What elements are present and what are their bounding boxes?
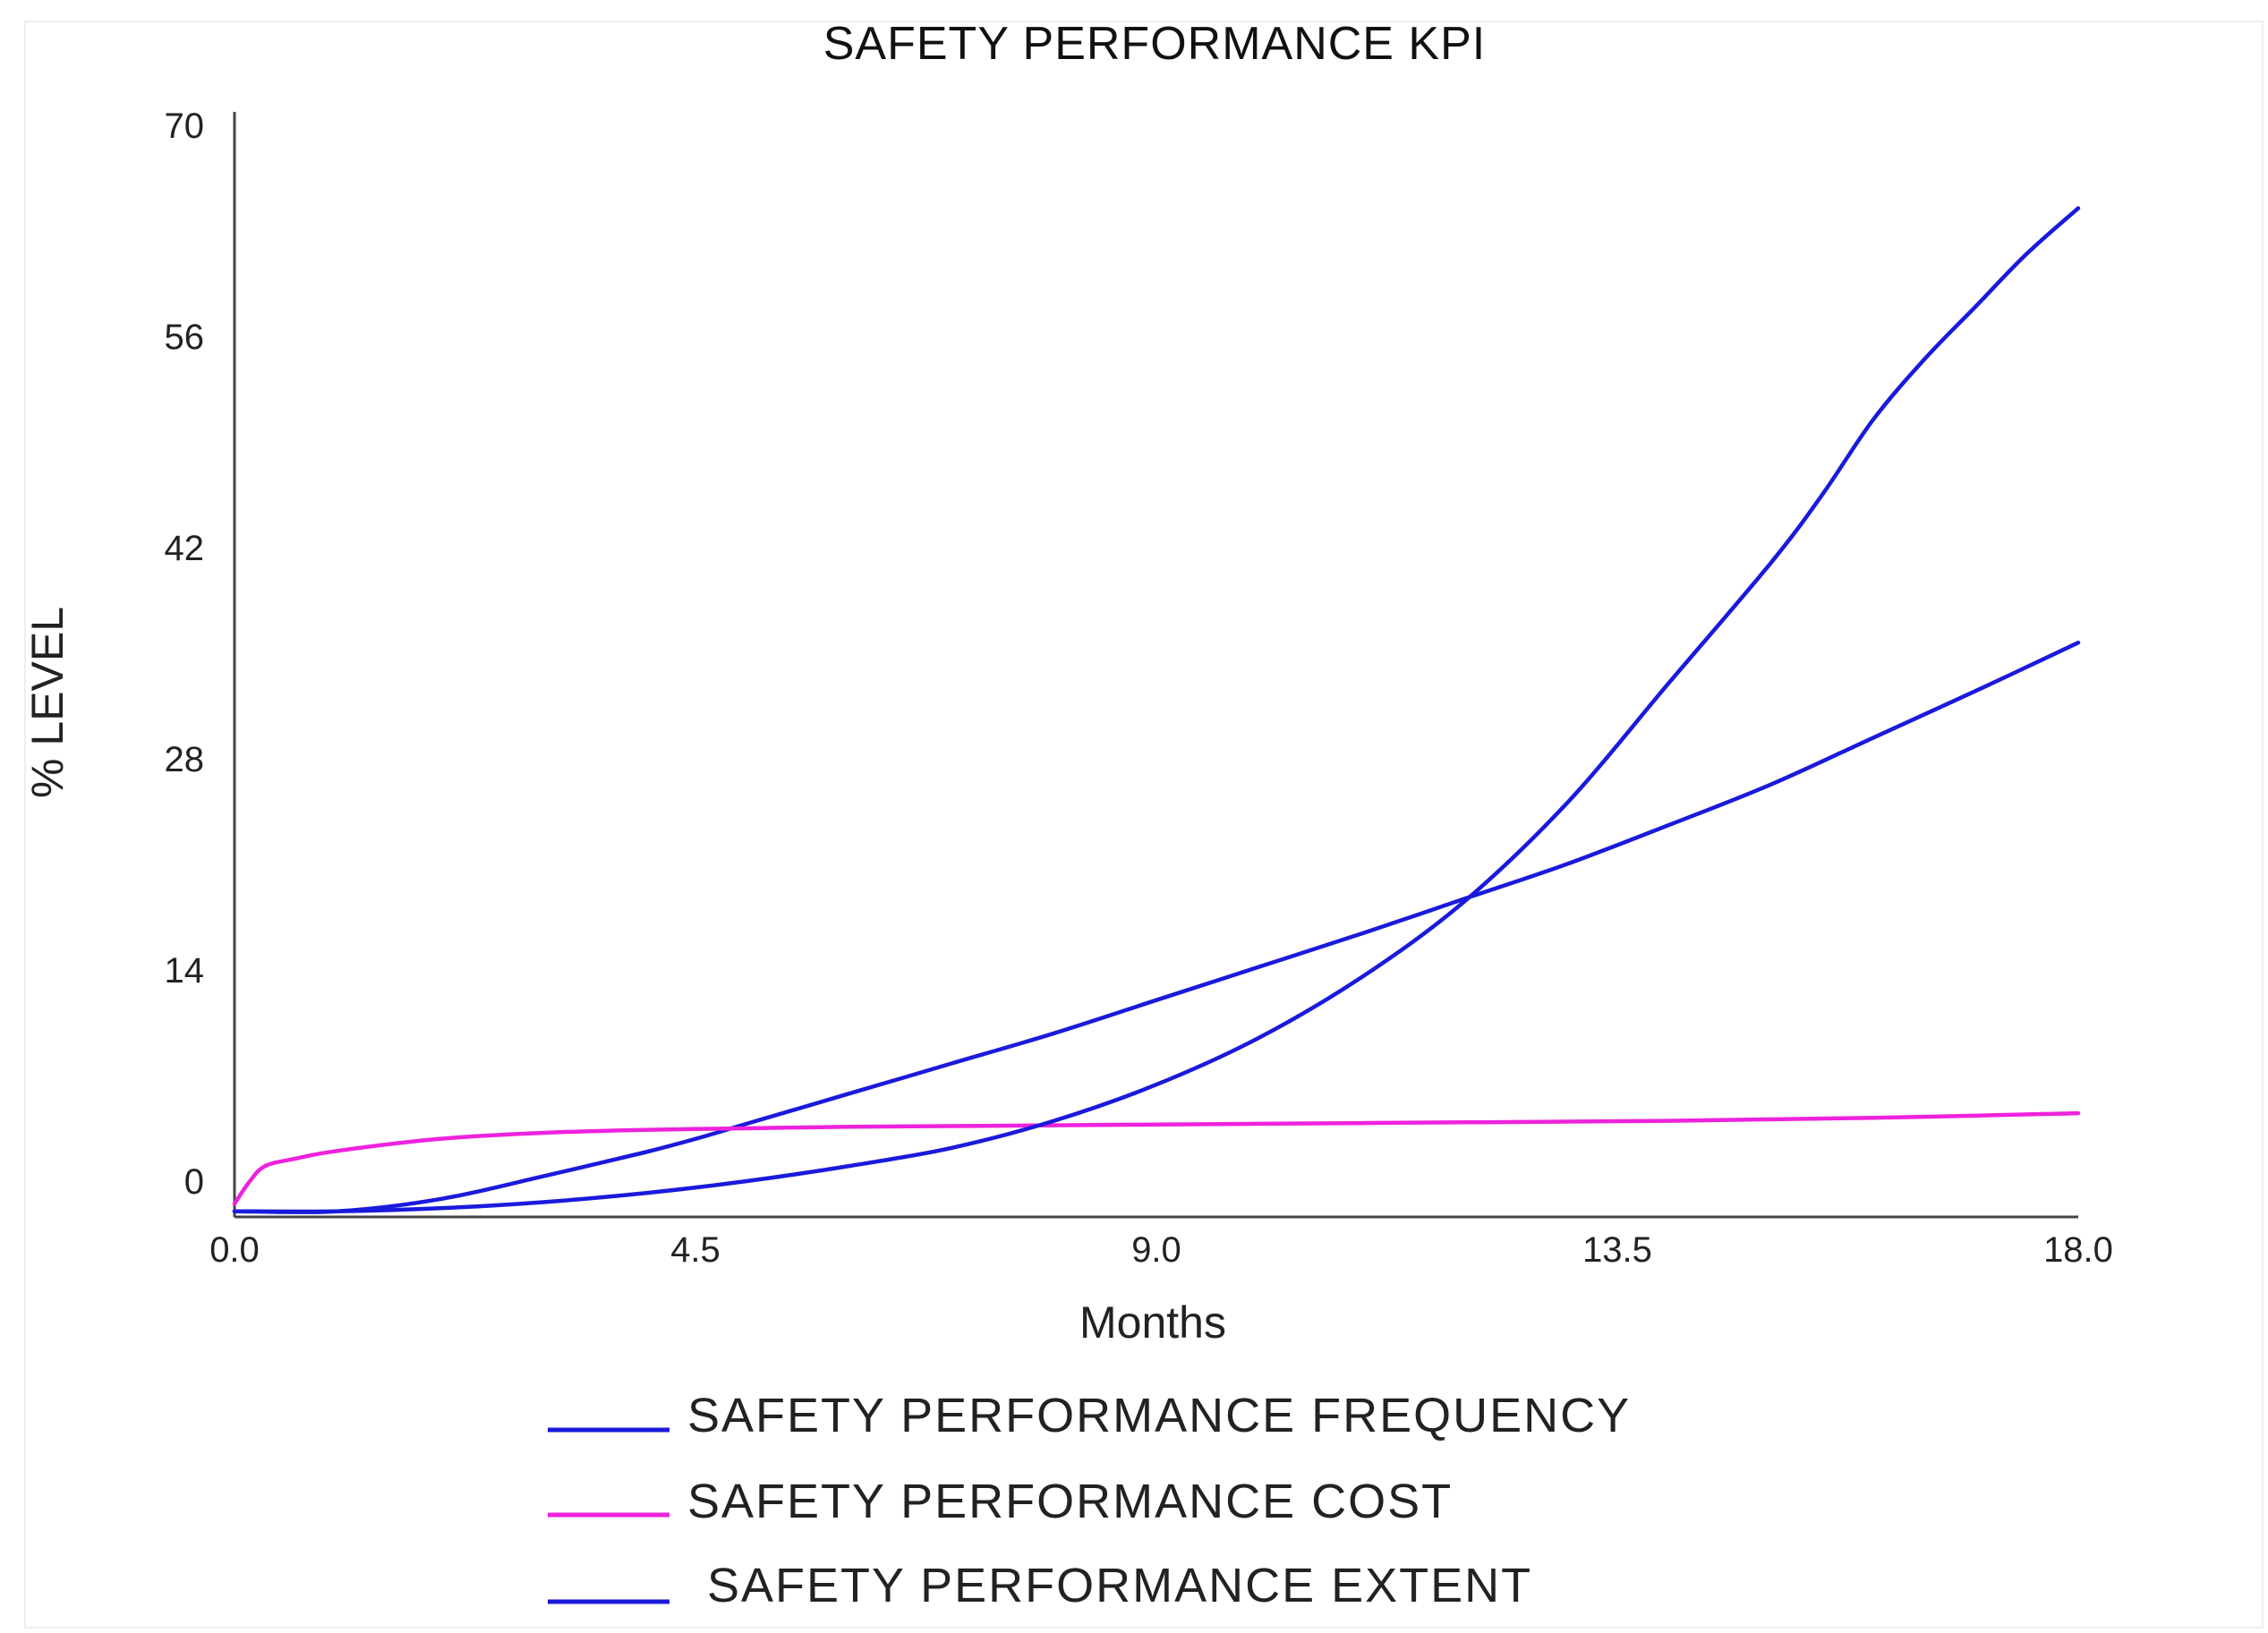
series-line-extent [232, 206, 2081, 1214]
y-tick-labels: 0 14 28 42 56 70 [165, 106, 205, 1202]
plot-area [232, 206, 2081, 1214]
legend-label-extent: SAFETY PERFORMANCE EXTENT [707, 1559, 1532, 1612]
legend-label-frequency: SAFETY PERFORMANCE FREQUENCY [687, 1389, 1631, 1442]
chart-title: SAFETY PERFORMANCE KPI [823, 18, 1487, 70]
legend-item-cost: SAFETY PERFORMANCE COST [548, 1475, 1453, 1528]
y-tick-label: 28 [165, 740, 205, 779]
x-tick-label: 4.5 [670, 1230, 720, 1270]
legend-item-frequency: SAFETY PERFORMANCE FREQUENCY [548, 1389, 1631, 1442]
legend-item-extent: SAFETY PERFORMANCE EXTENT [548, 1559, 1532, 1612]
series-line-cost [232, 1110, 2081, 1206]
x-axis-label: Months [1079, 1297, 1226, 1348]
y-tick-label: 0 [184, 1162, 204, 1202]
x-tick-label: 0.0 [209, 1230, 260, 1270]
x-tick-label: 9.0 [1131, 1230, 1181, 1270]
x-tick-labels: 0.0 4.5 9.0 13.5 18.0 [209, 1230, 2113, 1270]
legend: SAFETY PERFORMANCE FREQUENCY SAFETY PERF… [548, 1389, 1631, 1612]
legend-label-cost: SAFETY PERFORMANCE COST [687, 1475, 1453, 1528]
y-tick-label: 14 [165, 951, 205, 991]
x-tick-label: 18.0 [2043, 1230, 2113, 1270]
y-tick-label: 42 [165, 529, 205, 568]
y-tick-label: 70 [165, 106, 205, 146]
y-tick-label: 56 [165, 318, 205, 357]
chart-frame [24, 21, 2264, 1629]
x-tick-label: 13.5 [1582, 1230, 1652, 1270]
series-line-frequency [232, 640, 2081, 1214]
y-axis-label: % LEVEL [22, 607, 72, 798]
